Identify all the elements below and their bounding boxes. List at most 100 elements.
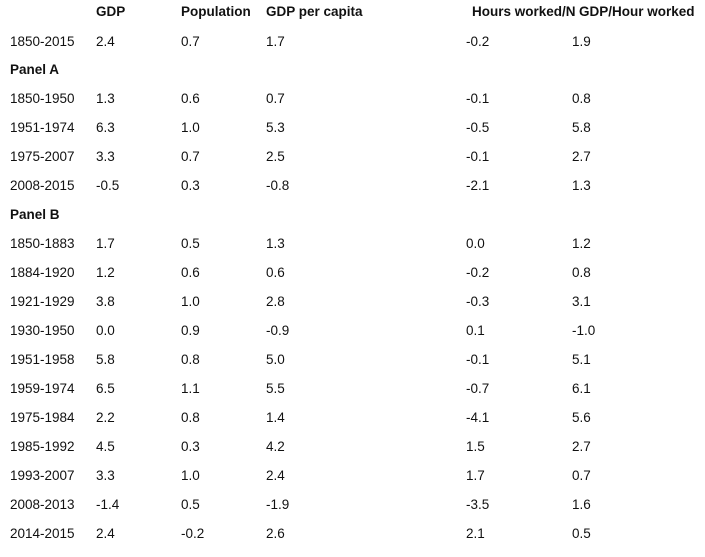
hours-worked-cell: 1.5 xyxy=(466,439,485,454)
gdp-cell: 5.8 xyxy=(96,352,115,367)
gdp-per-capita-cell: 2.5 xyxy=(266,149,285,164)
hours-worked-cell: -4.1 xyxy=(466,410,490,425)
gdp-per-hour-cell: 1.9 xyxy=(572,34,591,49)
hours-worked-cell: -3.5 xyxy=(466,497,490,512)
period-cell: 1921-1929 xyxy=(10,294,75,309)
gdp-cell: 3.8 xyxy=(96,294,115,309)
gdp-per-capita-cell: -1.9 xyxy=(266,497,290,512)
period-cell: 2014-2015 xyxy=(10,526,75,541)
gdp-per-hour-cell: 5.1 xyxy=(572,352,591,367)
table-row-overall: 1850-2015 2.4 0.7 1.7 -0.2 1.9 xyxy=(0,34,705,54)
gdp-cell: 2.4 xyxy=(96,34,115,49)
table-row: 1975-2007 3.3 0.7 2.5 -0.1 2.7 xyxy=(0,149,705,169)
table-row: 1921-1929 3.8 1.0 2.8 -0.3 3.1 xyxy=(0,294,705,314)
column-header-hours-worked-per-n: Hours worked/N xyxy=(472,4,576,19)
gdp-per-capita-cell: 5.5 xyxy=(266,381,285,396)
hours-worked-cell: -0.5 xyxy=(466,120,490,135)
period-cell: 1959-1974 xyxy=(10,381,75,396)
gdp-cell: 1.7 xyxy=(96,236,115,251)
hours-worked-cell: -0.1 xyxy=(466,149,490,164)
gdp-per-hour-cell: 5.8 xyxy=(572,120,591,135)
gdp-cell: 6.3 xyxy=(96,120,115,135)
gdp-per-capita-cell: 2.8 xyxy=(266,294,285,309)
gdp-cell: 1.2 xyxy=(96,265,115,280)
population-cell: 0.9 xyxy=(181,323,200,338)
gdp-per-hour-cell: 2.7 xyxy=(572,149,591,164)
period-cell: 1850-1950 xyxy=(10,91,75,106)
period-cell: 2008-2015 xyxy=(10,178,75,193)
table-row: 1850-1950 1.3 0.6 0.7 -0.1 0.8 xyxy=(0,91,705,111)
population-cell: 1.0 xyxy=(181,468,200,483)
period-cell: 1975-2007 xyxy=(10,149,75,164)
gdp-cell: -1.4 xyxy=(96,497,120,512)
gdp-per-hour-cell: -1.0 xyxy=(572,323,596,338)
gdp-per-capita-cell: -0.8 xyxy=(266,178,290,193)
gdp-cell: -0.5 xyxy=(96,178,120,193)
hours-worked-cell: -0.1 xyxy=(466,91,490,106)
column-header-gdp: GDP xyxy=(96,4,126,19)
population-cell: -0.2 xyxy=(181,526,205,541)
gdp-cell: 2.4 xyxy=(96,526,115,541)
population-cell: 1.0 xyxy=(181,120,200,135)
hours-worked-cell: -0.7 xyxy=(466,381,490,396)
table-row: 1884-1920 1.2 0.6 0.6 -0.2 0.8 xyxy=(0,265,705,285)
table-row: 2008-2013 -1.4 0.5 -1.9 -3.5 1.6 xyxy=(0,497,705,517)
hours-worked-cell: 0.1 xyxy=(466,323,485,338)
gdp-cell: 4.5 xyxy=(96,439,115,454)
gdp-per-hour-cell: 1.3 xyxy=(572,178,591,193)
gdp-per-hour-cell: 0.8 xyxy=(572,91,591,106)
period-cell: 1884-1920 xyxy=(10,265,75,280)
table-row: 1993-2007 3.3 1.0 2.4 1.7 0.7 xyxy=(0,468,705,488)
hours-worked-cell: -0.2 xyxy=(466,34,490,49)
gdp-per-capita-cell: 5.3 xyxy=(266,120,285,135)
gdp-cell: 3.3 xyxy=(96,149,115,164)
table-row: 1951-1974 6.3 1.0 5.3 -0.5 5.8 xyxy=(0,120,705,140)
hours-worked-cell: 1.7 xyxy=(466,468,485,483)
hours-worked-cell: -0.1 xyxy=(466,352,490,367)
period-cell: 1930-1950 xyxy=(10,323,75,338)
gdp-per-hour-cell: 0.5 xyxy=(572,526,591,541)
population-cell: 1.1 xyxy=(181,381,200,396)
period-cell: 1975-1984 xyxy=(10,410,75,425)
population-cell: 1.0 xyxy=(181,294,200,309)
table-row: 1951-1958 5.8 0.8 5.0 -0.1 5.1 xyxy=(0,352,705,372)
period-cell: 2008-2013 xyxy=(10,497,75,512)
gdp-per-hour-cell: 2.7 xyxy=(572,439,591,454)
gdp-per-hour-cell: 5.6 xyxy=(572,410,591,425)
period-cell: 1985-1992 xyxy=(10,439,75,454)
gdp-per-capita-cell: 2.6 xyxy=(266,526,285,541)
population-cell: 0.3 xyxy=(181,178,200,193)
period-cell: 1850-1883 xyxy=(10,236,75,251)
gdp-per-hour-cell: 1.6 xyxy=(572,497,591,512)
table-row: 1975-1984 2.2 0.8 1.4 -4.1 5.6 xyxy=(0,410,705,430)
hours-worked-cell: -0.3 xyxy=(466,294,490,309)
hours-worked-cell: -2.1 xyxy=(466,178,490,193)
gdp-cell: 1.3 xyxy=(96,91,115,106)
gdp-per-hour-cell: 0.8 xyxy=(572,265,591,280)
gdp-per-hour-cell: 6.1 xyxy=(572,381,591,396)
population-cell: 0.7 xyxy=(181,34,200,49)
gdp-per-capita-cell: 5.0 xyxy=(266,352,285,367)
table-row: 2008-2015 -0.5 0.3 -0.8 -2.1 1.3 xyxy=(0,178,705,198)
gdp-per-capita-cell: 4.2 xyxy=(266,439,285,454)
population-cell: 0.5 xyxy=(181,497,200,512)
gdp-cell: 2.2 xyxy=(96,410,115,425)
column-header-gdp-per-hour-worked: GDP/Hour worked xyxy=(579,4,695,19)
gdp-cell: 0.0 xyxy=(96,323,115,338)
table-row: 1985-1992 4.5 0.3 4.2 1.5 2.7 xyxy=(0,439,705,459)
panel-b-label: Panel B xyxy=(10,207,60,222)
gdp-per-hour-cell: 0.7 xyxy=(572,468,591,483)
gdp-per-capita-cell: 2.4 xyxy=(266,468,285,483)
column-header-population: Population xyxy=(181,4,251,19)
period-cell: 1951-1958 xyxy=(10,352,75,367)
column-header-gdp-per-capita: GDP per capita xyxy=(266,4,363,19)
population-cell: 0.6 xyxy=(181,265,200,280)
table-row: 1850-1883 1.7 0.5 1.3 0.0 1.2 xyxy=(0,236,705,256)
period-cell: 1850-2015 xyxy=(10,34,75,49)
gdp-per-capita-cell: 0.7 xyxy=(266,91,285,106)
gdp-per-capita-cell: 1.7 xyxy=(266,34,285,49)
gdp-per-capita-cell: 1.4 xyxy=(266,410,285,425)
gdp-cell: 3.3 xyxy=(96,468,115,483)
hours-worked-cell: 0.0 xyxy=(466,236,485,251)
population-cell: 0.8 xyxy=(181,352,200,367)
